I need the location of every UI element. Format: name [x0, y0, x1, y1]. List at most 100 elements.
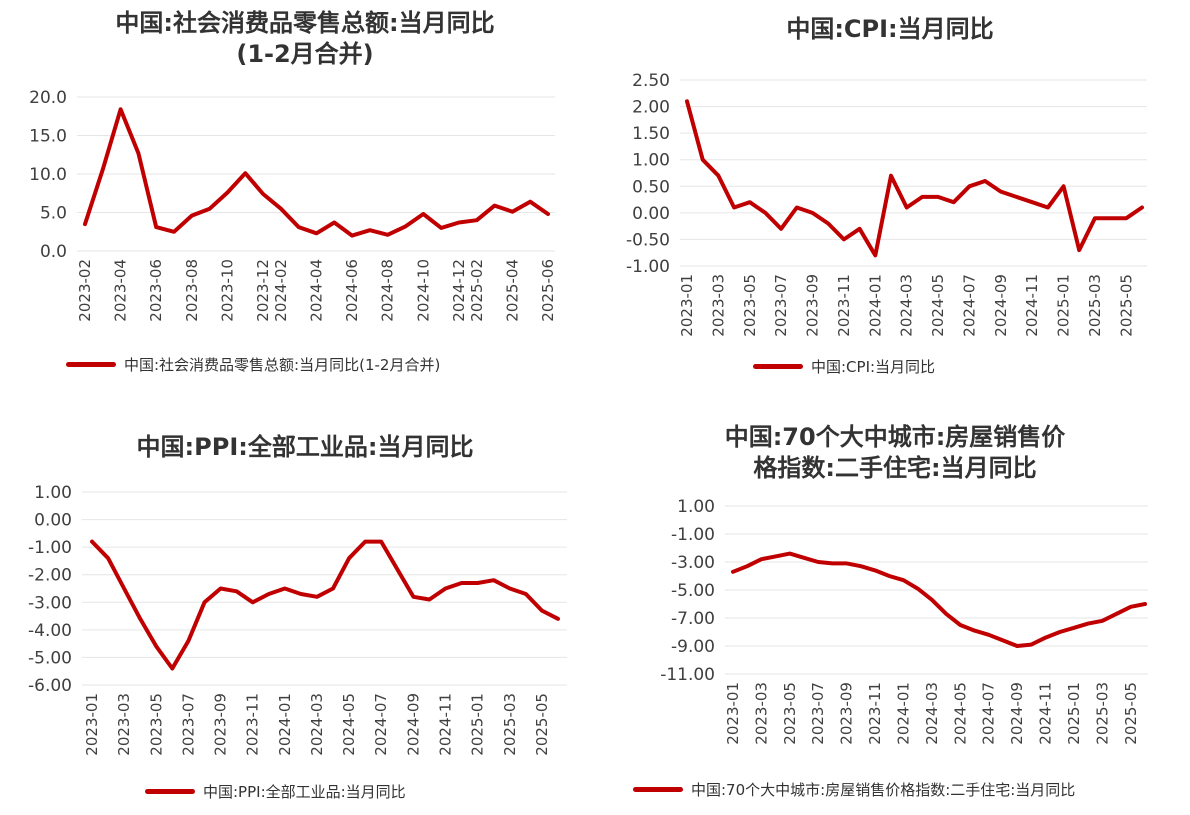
- data-point: [460, 581, 464, 585]
- chart-title: 中国:PPI:全部工业品:当月同比: [20, 432, 590, 463]
- data-point: [1077, 248, 1081, 252]
- data-point: [386, 233, 390, 237]
- data-point: [261, 192, 265, 196]
- data-point: [958, 623, 962, 627]
- x-tick-label: 2024-11: [1037, 682, 1055, 745]
- data-point: [106, 556, 110, 560]
- data-point: [475, 218, 479, 222]
- y-tick-label: 1.00: [677, 497, 715, 517]
- x-tick-label: 2023-08: [183, 259, 201, 322]
- x-tick-label: 2024-01: [276, 693, 294, 756]
- data-point: [1015, 195, 1019, 199]
- data-point: [219, 587, 223, 591]
- data-point: [952, 200, 956, 204]
- x-tick-label: 2024-11: [437, 693, 455, 756]
- y-tick-label: -1.00: [626, 257, 670, 277]
- chart-panel-ppi: 中国:PPI:全部工业品:当月同比 -6.00 -5.00 -4.00 -3.00 -2…: [0, 410, 595, 815]
- data-point: [427, 598, 431, 602]
- data-point: [920, 195, 924, 199]
- data-point: [1115, 612, 1119, 616]
- y-tick-label: -3.00: [28, 593, 72, 613]
- y-tick-label: -2.00: [28, 566, 72, 586]
- x-tick-label: 2024-07: [372, 693, 390, 756]
- x-tick-label: 2025-02: [468, 259, 486, 322]
- data-point: [967, 184, 971, 188]
- x-tick-label: 2025-01: [1065, 682, 1083, 745]
- data-point: [279, 207, 283, 211]
- x-tick-label: 2025-01: [469, 693, 487, 756]
- x-tick-label: 2024-03: [898, 274, 916, 337]
- x-tick-label: 2024-09: [992, 274, 1010, 337]
- y-tick-label: -5.00: [28, 648, 72, 668]
- y-tick-label: 1.00: [632, 151, 670, 171]
- chart-panel-housing-price: 中国:70个大中城市:房屋销售价 格指数:二手住宅:当月同比 -11.00 -9.…: [595, 410, 1190, 815]
- data-point: [493, 204, 497, 208]
- y-tick-label: 10.0: [29, 165, 67, 185]
- x-tick-label: 2023-01: [724, 682, 742, 745]
- data-point: [508, 587, 512, 591]
- y-tick-label: 0.0: [40, 242, 67, 262]
- x-tick-label: 2024-11: [1023, 274, 1041, 337]
- data-point: [748, 200, 752, 204]
- data-point: [154, 225, 158, 229]
- data-point: [363, 540, 367, 544]
- x-tick-label: 2024-07: [980, 682, 998, 745]
- data-point: [283, 587, 287, 591]
- data-point: [830, 561, 834, 565]
- data-point: [859, 564, 863, 568]
- data-point: [476, 581, 480, 585]
- data-point: [528, 200, 532, 204]
- data-point: [90, 540, 94, 544]
- data-point: [842, 237, 846, 241]
- data-point: [873, 253, 877, 257]
- data-point: [243, 171, 247, 175]
- chart-panel-retail-sales: 中国:社会消费品零售总额:当月同比 (1-2月合并) 0.0 5.0 10.0 15.…: [0, 0, 595, 400]
- x-tick-label: 2023-03: [115, 693, 133, 756]
- x-tick-label: 2025-03: [1086, 274, 1104, 337]
- x-tick-label: 2025-03: [1093, 682, 1111, 745]
- data-point: [203, 600, 207, 604]
- data-point: [1030, 200, 1034, 204]
- chart-plot: 0.0 5.0 10.0 15.0 20.0 2023-02 2023-04 2023-06 2…: [29, 88, 557, 322]
- data-point: [1093, 216, 1097, 220]
- y-tick-label: -0.50: [626, 230, 670, 250]
- x-tick-label: 2023-09: [212, 693, 230, 756]
- y-tick-label: -5.00: [671, 581, 715, 601]
- data-point: [226, 191, 230, 195]
- data-point: [788, 552, 792, 556]
- y-tick-label: 5.0: [40, 204, 67, 224]
- data-point: [379, 540, 383, 544]
- data-point: [1044, 636, 1048, 640]
- x-tick-label: 2023-03: [752, 682, 770, 745]
- data-point: [138, 617, 142, 621]
- chart-title: 中国:70个大中城市:房屋销售价 格指数:二手住宅:当月同比: [590, 422, 1190, 484]
- data-point: [492, 578, 496, 582]
- data-point: [122, 587, 126, 591]
- x-tick-label: 2023-03: [709, 274, 727, 337]
- data-point: [172, 230, 176, 234]
- data-point: [999, 190, 1003, 194]
- data-point: [1062, 184, 1066, 188]
- y-tick-label: -1.00: [28, 538, 72, 558]
- data-point: [873, 568, 877, 572]
- data-point: [1001, 638, 1005, 642]
- chart-plot: -11.00 -9.00 -7.00 -5.00 -3.00 -1.00 1.00 2023-…: [660, 497, 1148, 745]
- data-point: [190, 214, 194, 218]
- x-tick-label: 2024-01: [866, 274, 884, 337]
- data-point: [936, 195, 940, 199]
- chart-legend: 中国:CPI:当月同比: [753, 356, 935, 377]
- data-point: [136, 151, 140, 155]
- chart-title-line1: 中国:70个大中城市:房屋销售价: [724, 423, 1066, 451]
- data-point: [540, 609, 544, 613]
- data-point: [774, 554, 778, 558]
- data-point: [208, 207, 212, 211]
- x-tick-label: 2023-05: [781, 682, 799, 745]
- data-point: [858, 227, 862, 231]
- x-tick-label: 2023-11: [866, 682, 884, 745]
- chart-legend: 中国:PPI:全部工业品:当月同比: [145, 781, 406, 802]
- data-point: [745, 564, 749, 568]
- data-point: [1143, 602, 1147, 606]
- x-tick-label: 2024-06: [343, 259, 361, 322]
- data-point: [685, 99, 689, 103]
- x-tick-label: 2023-01: [83, 693, 101, 756]
